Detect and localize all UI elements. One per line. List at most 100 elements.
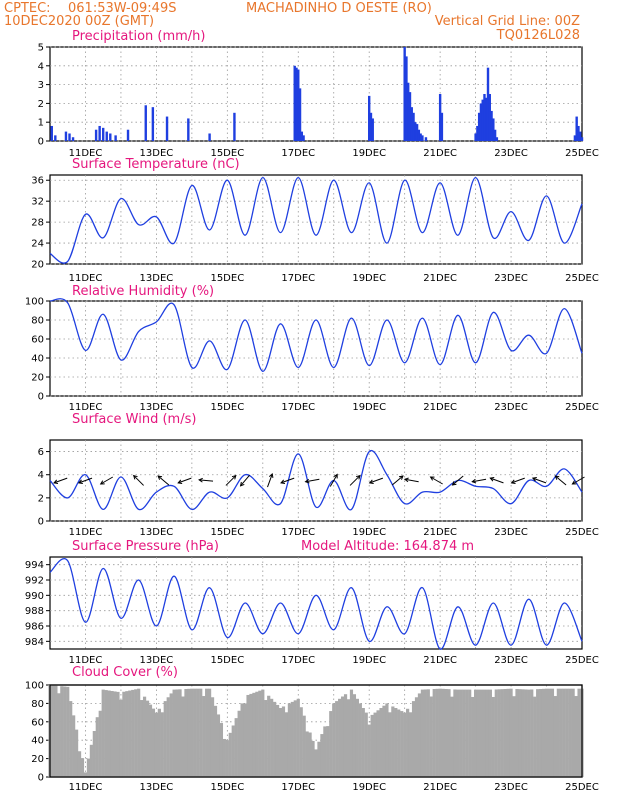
cloud-bar [447, 689, 451, 777]
precip-bar [486, 67, 490, 141]
precip-xtick-label: 21DEC [423, 148, 457, 159]
wind-arrow-head [368, 479, 374, 484]
cloud-bar [352, 694, 357, 777]
cloud-bar [574, 696, 578, 777]
rh-ytick-label: 20 [31, 373, 44, 384]
cloud-bar [225, 740, 229, 777]
wind-arrow [329, 473, 338, 487]
precip-xtick-label: 17DEC [281, 148, 315, 159]
rh-xtick-label: 13DEC [140, 402, 174, 413]
rh-xtick-label: 25DEC [565, 402, 599, 413]
wind-arrow [554, 475, 567, 486]
precip-bar [165, 116, 169, 141]
cloud-bar [559, 688, 563, 777]
cloud-bar [140, 700, 144, 777]
wind-xtick-label: 21DEC [423, 527, 457, 538]
wind-xtick-label: 23DEC [494, 527, 528, 538]
precip-ytick-label: 0 [38, 137, 44, 148]
wind-ytick-label: 6 [38, 447, 44, 458]
temp-xtick-label: 15DEC [210, 273, 244, 284]
wind-arrow-head [231, 474, 237, 480]
cloud-bar [488, 689, 492, 777]
wind-arrow [53, 477, 68, 484]
temp-ytick-label: 28 [31, 218, 44, 229]
cloud-bar [497, 689, 501, 777]
cloud-bar [116, 691, 120, 777]
precip-bar [94, 129, 98, 141]
precip-xtick-label: 15DEC [210, 148, 244, 159]
pressure-xtick-label: 17DEC [281, 655, 315, 666]
temp-xtick-label: 25DEC [565, 273, 599, 284]
cloud-bar [571, 688, 575, 777]
precip-bar [477, 112, 481, 141]
temp-ytick-label: 32 [31, 197, 44, 208]
cloud-bar [323, 726, 327, 777]
cloud-bar [376, 710, 380, 777]
cloud-xtick-label: 21DEC [423, 782, 457, 793]
precip-bar [405, 56, 408, 141]
cloud-bar [98, 710, 102, 777]
cloud-bar [326, 726, 330, 777]
pressure-xtick-label: 15DEC [210, 655, 244, 666]
precip-bar [71, 137, 75, 141]
cloud-bar [131, 689, 135, 777]
wind-arrow [349, 474, 361, 486]
pressure-ytick-label: 986 [25, 622, 44, 633]
rh-line [49, 298, 583, 372]
precip-xtick-label: 25DEC [565, 148, 599, 159]
precip-bar [297, 69, 300, 141]
wind-arrow-head [53, 479, 59, 484]
wind-arrow-shaft [404, 478, 419, 483]
temp-xtick-label: 17DEC [281, 273, 315, 284]
cloud-bar [86, 758, 91, 777]
cloud-bar [536, 689, 540, 777]
cloud-bar [550, 688, 555, 777]
rh-xtick-label: 19DEC [352, 402, 386, 413]
cloud-bar [459, 689, 463, 777]
cloud-xtick-label: 17DEC [281, 782, 315, 793]
cloud-bar [249, 693, 253, 777]
cloud-bar [420, 689, 424, 777]
cloud-bar [252, 692, 256, 777]
header-code: TQ0126L028 [496, 28, 580, 43]
precip-bar [438, 94, 442, 141]
cloud-bar [370, 714, 374, 777]
wind-arrow-head [280, 479, 286, 484]
precip-bar [412, 112, 415, 141]
cloud-bar [267, 695, 271, 777]
precip-bar [54, 135, 57, 141]
cloud-bar [89, 744, 93, 777]
wind-arrow-shaft [452, 475, 464, 486]
header-coords: 061:53W-09:49S [68, 1, 176, 16]
temp-xtick-label: 11DEC [69, 273, 103, 284]
cloud-bar [66, 686, 70, 777]
panel-temp: Surface Temperature (nC) 20 24 28 32 36 11DEC 1… [31, 157, 599, 284]
wind-arrow-head [177, 479, 183, 484]
precip-bar [144, 105, 147, 141]
precip-bar [410, 107, 413, 141]
cloud-bar [281, 706, 286, 777]
cloud-bar [264, 700, 268, 777]
precip-bar [424, 137, 428, 141]
wind-arrow-shaft [157, 475, 170, 486]
cloud-bar [51, 685, 55, 777]
cloud-bar [216, 714, 221, 777]
pressure-ytick-label: 994 [25, 560, 44, 571]
wind-frame [49, 439, 583, 522]
rh-ytick-label: 80 [31, 316, 44, 327]
rh-xtick-label: 11DEC [69, 402, 103, 413]
cloud-bar [317, 741, 321, 777]
wind-arrow [391, 475, 404, 486]
panel-wind: Surface Wind (m/s) 0 2 4 6 11DEC 13DEC 15DEC 17D… [38, 412, 599, 538]
panel-precip: Precipitation (mm/h) 0 1 2 3 4 5 11DEC 13DEC 15DE… [38, 29, 599, 159]
pressure-xtick-label: 13DEC [140, 655, 174, 666]
precip-bar [187, 118, 190, 141]
cloud-bar [125, 691, 129, 777]
cloud-bar [503, 688, 507, 777]
cloud-bar [148, 704, 153, 777]
cloud-bar [69, 701, 73, 777]
precip-bar [493, 129, 497, 141]
wind-xtick-label: 13DEC [140, 527, 174, 538]
pressure-xtick-label: 23DEC [494, 655, 528, 666]
cloud-bar [57, 693, 61, 777]
